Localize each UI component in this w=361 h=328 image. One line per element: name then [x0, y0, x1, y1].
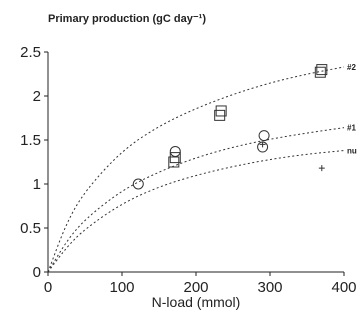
data-point-square [214, 109, 226, 121]
series-curve-0 [47, 66, 345, 273]
series-label: nu [347, 147, 357, 156]
plot-area: #2 #1 nu [47, 52, 357, 273]
data-point-plus [259, 141, 266, 148]
data-point-square [316, 64, 328, 76]
y-tick-label: 1 [33, 176, 41, 193]
data-point-circle [258, 130, 270, 142]
series-label: #2 [347, 63, 356, 72]
data-point-square [215, 105, 227, 117]
data-point-circle [169, 145, 181, 157]
x-tick-label: 300 [257, 279, 282, 296]
x-tick-label: 0 [44, 279, 52, 296]
series-curve-1 [47, 127, 345, 273]
series-label: #1 [347, 124, 356, 133]
x-tick-label: 400 [331, 279, 356, 296]
data-point-square [169, 152, 181, 164]
x-axis-label: N-load (mmol) [152, 294, 241, 310]
x-tick-label: 200 [183, 279, 208, 296]
y-tick-label: 2 [33, 88, 41, 105]
data-point-circle [132, 178, 144, 190]
data-point-square [314, 66, 326, 78]
series-curve-2 [47, 150, 345, 273]
y-tick-label: 2.5 [20, 44, 41, 61]
data-point-plus [318, 165, 325, 172]
y-tick-label: 0 [33, 264, 41, 281]
x-tick-label: 100 [109, 279, 134, 296]
y-tick-label: 0.5 [20, 220, 41, 237]
y-tick-label: 1.5 [20, 132, 41, 149]
chart-title: Primary production (gC day⁻¹) [48, 13, 206, 25]
data-point-square [168, 156, 180, 168]
